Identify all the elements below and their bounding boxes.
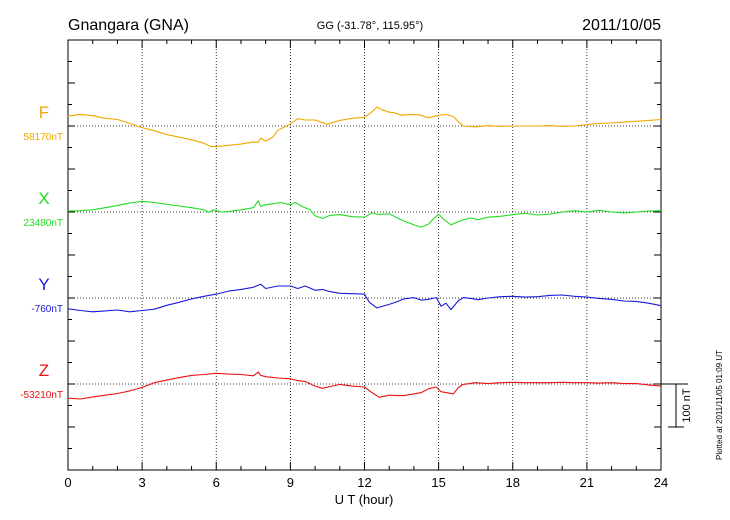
x-tick-label: 24 (654, 475, 668, 490)
series-name-z: Z (39, 361, 49, 380)
x-tick-label: 12 (357, 475, 371, 490)
series-name-y: Y (38, 275, 49, 294)
x-tick-label: 15 (431, 475, 445, 490)
series-baseline-z: -53210nT (20, 390, 63, 401)
series-baseline-x: 23480nT (24, 218, 63, 229)
series-line-x (67, 200, 662, 228)
plotted-at-note: Plotted at 2011/11/05 01:09 UT (715, 350, 724, 460)
x-tick-labels: 0 3 6 9 12 15 18 21 24 (64, 475, 668, 490)
x-tick-label: 6 (213, 475, 220, 490)
series-name-x: X (38, 189, 49, 208)
x-tick-label: 3 (139, 475, 146, 490)
series-lines (67, 106, 662, 400)
series-line-y (67, 283, 662, 313)
x-tick-label: 18 (506, 475, 520, 490)
axis-ticks (67, 40, 662, 470)
scale-bar: 100 nT (661, 383, 693, 428)
chart-date: 2011/10/05 (582, 17, 661, 34)
series-baseline-f: 58170nT (24, 132, 63, 143)
series-line-z (67, 371, 662, 400)
series-baseline-y: -760nT (31, 304, 63, 315)
x-tick-label: 21 (580, 475, 594, 490)
series-line-f (67, 106, 662, 148)
scale-bar-label: 100 nT (681, 388, 693, 423)
station-coords: GG (-31.78°, 115.95°) (317, 20, 423, 32)
plot-frame (67, 39, 662, 471)
x-tick-label: 9 (287, 475, 294, 490)
station-title: Gnangara (GNA) (68, 17, 189, 34)
grid-lines (68, 40, 661, 470)
x-tick-label: 0 (64, 475, 71, 490)
x-axis-title: U T (hour) (335, 492, 394, 507)
series-name-f: F (39, 103, 49, 122)
series-labels: F 58170nT X 23480nT Y -760nT Z -53210nT (20, 103, 63, 401)
